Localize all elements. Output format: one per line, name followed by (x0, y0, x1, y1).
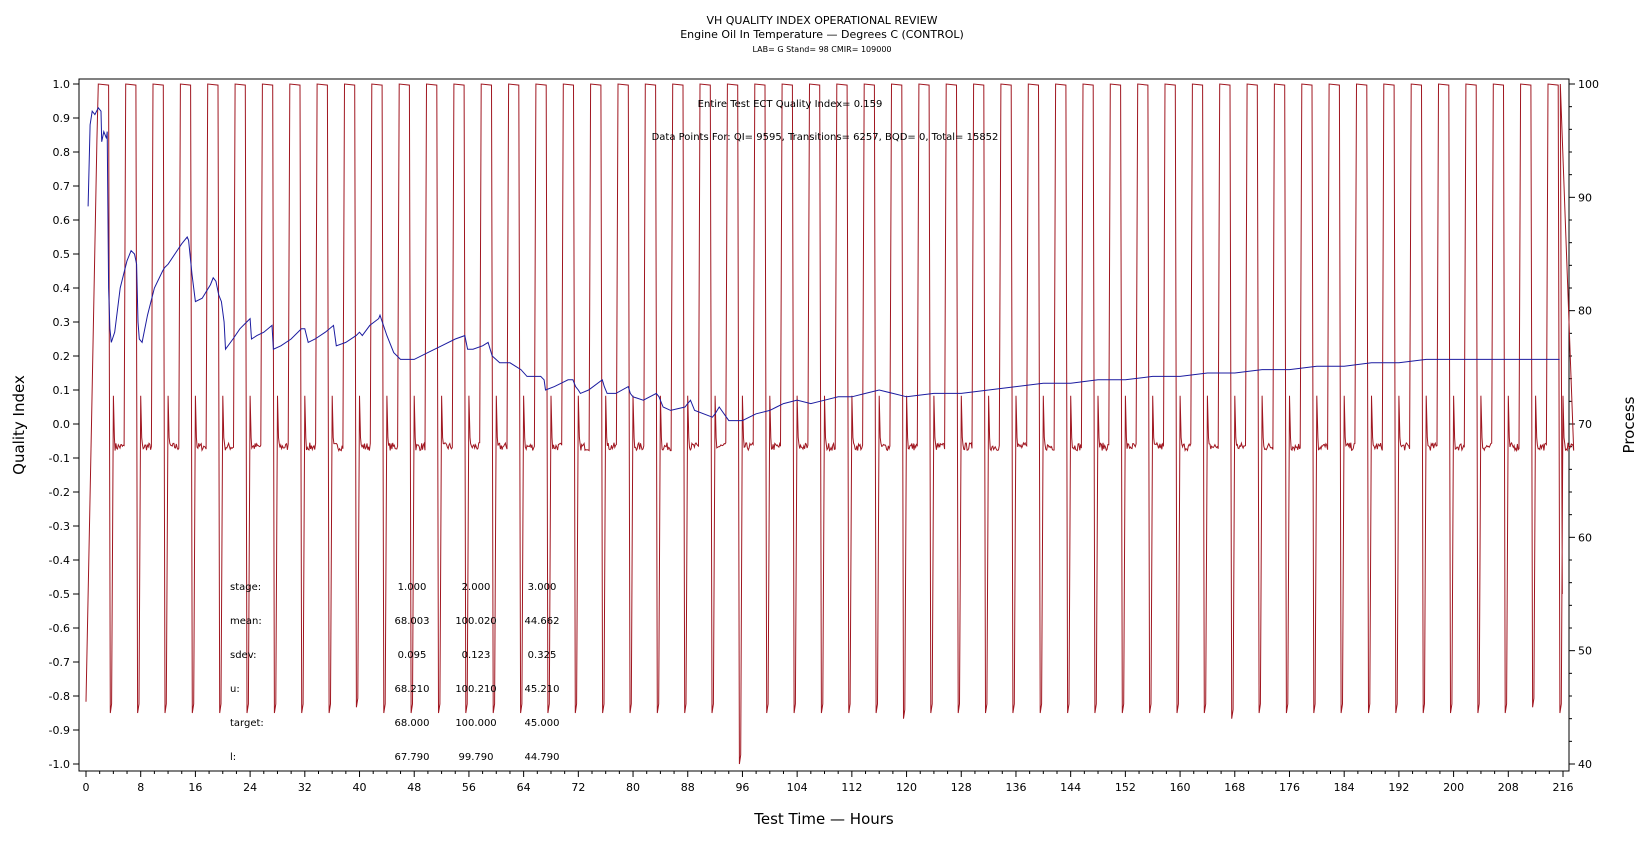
y-tick-label: 0.4 (53, 282, 71, 295)
y2-axis-label: Process (1620, 396, 1638, 453)
stats-cell: 99.790 (459, 752, 494, 763)
data-points-annotation: Data Points For: QI= 9595, Transitions= … (652, 132, 999, 143)
stats-cell: 100.020 (455, 616, 496, 627)
x-tick-label: 56 (462, 781, 476, 794)
stats-row-label: sdev: (230, 650, 256, 661)
y-tick-label: -0.9 (49, 724, 70, 737)
y2-tick-label: 100 (1578, 78, 1599, 91)
x-tick-label: 136 (1005, 781, 1026, 794)
y-tick-label: 0.8 (53, 146, 71, 159)
y-tick-label: 0.3 (53, 316, 71, 329)
stats-cell: 2.000 (462, 582, 491, 593)
plot-area (85, 83, 1575, 765)
y-tick-label: 0.9 (53, 112, 71, 125)
qi-annotation: Entire Test ECT Quality Index= 0.159 (698, 99, 883, 110)
chart-subtitle: Engine Oil In Temperature — Degrees C (C… (680, 28, 964, 41)
y-axis-label: Quality Index (10, 375, 28, 475)
x-tick-label: 16 (188, 781, 202, 794)
y-tick-label: 0.7 (53, 180, 71, 193)
stats-cell: 100.000 (455, 718, 496, 729)
y-tick-label: -0.5 (49, 588, 70, 601)
x-tick-label: 208 (1498, 781, 1519, 794)
x-tick-label: 128 (951, 781, 972, 794)
y-tick-label: 0.0 (53, 418, 71, 431)
y2-tick-label: 90 (1578, 191, 1592, 204)
y-tick-label: -0.2 (49, 486, 70, 499)
process-series-line (85, 83, 1575, 765)
y2-tick-label: 60 (1578, 531, 1592, 544)
x-tick-label: 192 (1388, 781, 1409, 794)
x-tick-label: 184 (1334, 781, 1355, 794)
stats-row-label: mean: (230, 616, 262, 627)
x-tick-label: 64 (517, 781, 531, 794)
y2-tick-label: 70 (1578, 418, 1592, 431)
x-tick-label: 112 (841, 781, 862, 794)
x-axis-label: Test Time — Hours (753, 810, 894, 828)
y-tick-label: -0.7 (49, 656, 70, 669)
y2-tick-label: 40 (1578, 758, 1592, 771)
quality-index-series-line (87, 106, 1560, 422)
x-tick-label: 104 (787, 781, 808, 794)
stats-row-label: target: (230, 718, 264, 729)
x-tick-label: 8 (137, 781, 144, 794)
y-tick-label: 0.5 (53, 248, 71, 261)
stats-cell: 68.000 (395, 718, 430, 729)
x-tick-label: 0 (83, 781, 90, 794)
chart-subtitle-2: LAB= G Stand= 98 CMIR= 109000 (752, 45, 891, 54)
stats-row-label: l: (230, 752, 236, 763)
y-tick-label: 1.0 (53, 78, 71, 91)
x-tick-label: 48 (407, 781, 421, 794)
x-tick-label: 120 (896, 781, 917, 794)
x-tick-label: 24 (243, 781, 257, 794)
x-tick-label: 40 (353, 781, 367, 794)
y-axis-ticks: 1.0 0.9 0.8 0.7 0.6 0.5 0.4 0.3 0.2 0.1 0.0 -0.1 -0.… (49, 78, 79, 771)
stats-row-label: u: (230, 684, 240, 695)
y-tick-label: -0.8 (49, 690, 70, 703)
y-tick-label: 0.1 (53, 384, 71, 397)
y-tick-label: -1.0 (49, 758, 70, 771)
x-tick-label: 168 (1224, 781, 1245, 794)
stats-cell: 0.123 (462, 650, 491, 661)
stats-cell: 45.000 (525, 718, 560, 729)
y-tick-label: -0.4 (49, 554, 70, 567)
x-tick-label: 216 (1553, 781, 1574, 794)
stats-cell: 44.790 (525, 752, 560, 763)
y-tick-label: -0.3 (49, 520, 70, 533)
stats-cell: 0.325 (528, 650, 557, 661)
x-tick-label: 160 (1170, 781, 1191, 794)
stats-cell: 45.210 (525, 684, 560, 695)
stats-row-label: stage: (230, 582, 261, 593)
x-tick-label: 144 (1060, 781, 1081, 794)
x-tick-label: 96 (735, 781, 749, 794)
y2-tick-label: 50 (1578, 645, 1592, 658)
stats-cell: 44.662 (525, 616, 560, 627)
stats-cell: 0.095 (398, 650, 427, 661)
chart-title: VH QUALITY INDEX OPERATIONAL REVIEW (706, 14, 937, 27)
stats-cell: 68.003 (395, 616, 430, 627)
y-tick-label: 0.2 (53, 350, 71, 363)
y-tick-label: -0.1 (49, 452, 70, 465)
x-tick-label: 80 (626, 781, 640, 794)
x-tick-label: 152 (1115, 781, 1136, 794)
y-tick-label: 0.6 (53, 214, 71, 227)
y2-axis-ticks: 100 90 80 70 60 50 40 (1569, 78, 1599, 771)
stats-cell: 3.000 (528, 582, 557, 593)
x-tick-label: 176 (1279, 781, 1300, 794)
x-tick-label: 32 (298, 781, 312, 794)
y2-tick-label: 80 (1578, 305, 1592, 318)
stats-cell: 67.790 (395, 752, 430, 763)
stats-cell: 1.000 (398, 582, 427, 593)
stats-table: stage: 1.000 2.000 3.000 mean: 68.003 100.020 4… (230, 582, 560, 763)
stats-cell: 100.210 (455, 684, 496, 695)
x-axis-ticks: 0 8 16 24 32 40 48 56 64 72 80 88 96 104 112 120 128 136 1… (83, 771, 1574, 794)
x-tick-label: 88 (681, 781, 695, 794)
y-tick-label: -0.6 (49, 622, 70, 635)
stats-cell: 68.210 (395, 684, 430, 695)
x-tick-label: 200 (1443, 781, 1464, 794)
x-tick-label: 72 (571, 781, 585, 794)
